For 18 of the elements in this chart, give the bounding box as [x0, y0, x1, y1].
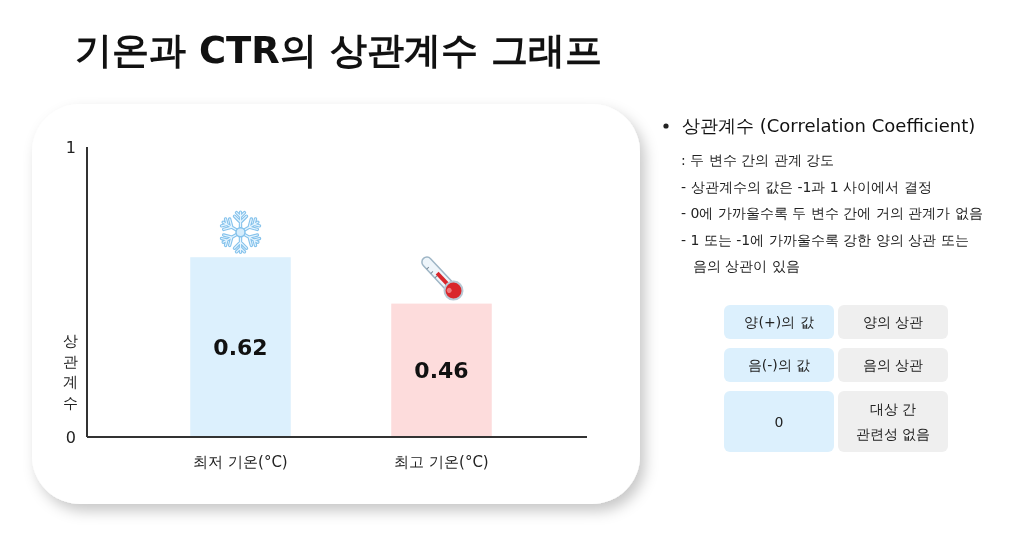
data-label: 0.62 — [213, 334, 268, 360]
x-tick-label: 최고 기온(°C) — [394, 453, 489, 471]
text: 대상 간 관련성 없음 — [855, 401, 931, 442]
text: : 두 변수 간의 관계 강도 — [681, 152, 834, 168]
x-tick-label: 최저 기온(°C) — [193, 453, 288, 471]
text: 음의 상관 — [862, 357, 924, 373]
text: - 0에 가까울수록 두 변수 간에 거의 관계가 없음 — [681, 205, 983, 221]
text: 상관계수 (Correlation Coefficient) — [682, 114, 976, 136]
data-label: 0.46 — [414, 357, 469, 383]
text: - 1 또는 -1에 가까울수록 강한 양의 상관 또는 음의 상관이 있음 — [681, 231, 969, 274]
text: 음(-)의 값 — [747, 357, 811, 373]
text: 양(+)의 값 — [744, 314, 814, 330]
chart-title: 기온과 CTR의 상관계수 그래프 — [75, 28, 602, 72]
text: 0 — [774, 413, 784, 430]
y-tick-label: 1 — [65, 137, 76, 157]
y-axis-title: 상관계수 — [62, 332, 78, 412]
text: 양의 상관 — [862, 314, 924, 330]
text: - 상관계수의 값은 -1과 1 사이에서 결정 — [681, 178, 932, 195]
